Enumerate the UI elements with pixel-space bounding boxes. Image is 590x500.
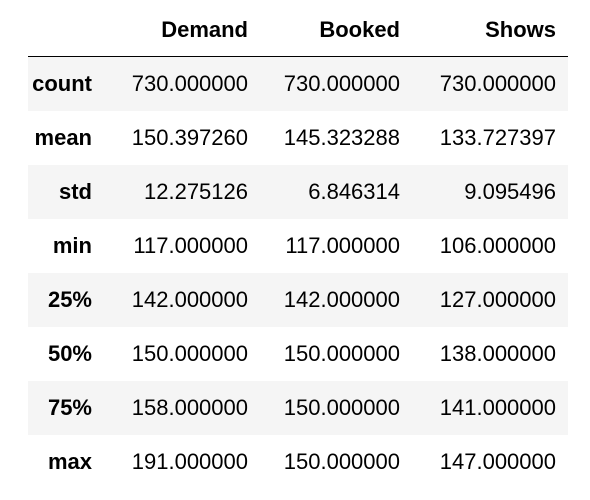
cell-shows: 141.000000 xyxy=(439,394,556,420)
table-body: count 730.000000 730.000000 730.000000 m… xyxy=(28,56,568,489)
table-row-25pct: 25% 142.000000 142.000000 127.000000 xyxy=(28,272,568,327)
table-row-mean: mean 150.397260 145.323288 133.727397 xyxy=(28,111,568,165)
cell-booked: 117.000000 xyxy=(285,232,400,258)
describe-table: Demand Booked Shows count 730.000000 730… xyxy=(28,4,568,489)
row-label: 25% xyxy=(47,286,92,312)
cell-shows: 147.000000 xyxy=(439,448,556,474)
table-row-std: std 12.275126 6.846314 9.095496 xyxy=(28,164,568,219)
cell-shows: 730.000000 xyxy=(439,70,556,96)
cell-booked: 145.323288 xyxy=(283,124,400,150)
cell-demand: 150.000000 xyxy=(131,340,248,366)
row-label: std xyxy=(59,178,92,204)
cell-shows: 138.000000 xyxy=(439,340,556,366)
cell-shows: 106.000000 xyxy=(439,232,556,258)
table-row-50pct: 50% 150.000000 150.000000 138.000000 xyxy=(28,327,568,381)
row-label: max xyxy=(47,448,92,474)
cell-booked: 150.000000 xyxy=(283,448,400,474)
table-row-max: max 191.000000 150.000000 147.000000 xyxy=(28,435,568,489)
header-demand: Demand xyxy=(112,4,260,57)
cell-demand: 730.000000 xyxy=(131,70,248,96)
cell-booked: 730.000000 xyxy=(283,70,400,96)
cell-demand: 12.275126 xyxy=(144,178,248,204)
table-row-75pct: 75% 158.000000 150.000000 141.000000 xyxy=(28,380,568,435)
table-row-count: count 730.000000 730.000000 730.000000 xyxy=(28,56,568,111)
cell-shows: 133.727397 xyxy=(439,124,556,150)
cell-shows: 9.095496 xyxy=(464,178,556,204)
row-label: count xyxy=(32,70,92,96)
table-header: Demand Booked Shows xyxy=(28,4,568,57)
cell-demand: 191.000000 xyxy=(131,448,248,474)
cell-booked: 150.000000 xyxy=(283,394,400,420)
header-booked: Booked xyxy=(260,4,412,57)
cell-booked: 6.846314 xyxy=(308,178,400,204)
row-label: 50% xyxy=(47,340,92,366)
cell-demand: 158.000000 xyxy=(131,394,248,420)
cell-demand: 150.397260 xyxy=(131,124,248,150)
row-label: mean xyxy=(34,124,92,150)
cell-demand: 117.000000 xyxy=(133,232,248,258)
table-row-min: min 117.000000 117.000000 106.000000 xyxy=(28,219,568,273)
cell-booked: 150.000000 xyxy=(283,340,400,366)
cell-booked: 142.000000 xyxy=(283,286,400,312)
describe-table-container: Demand Booked Shows count 730.000000 730… xyxy=(28,4,568,489)
cell-demand: 142.000000 xyxy=(131,286,248,312)
header-index xyxy=(28,4,112,57)
cell-shows: 127.000000 xyxy=(439,286,556,312)
row-label: min xyxy=(52,232,92,258)
row-label: 75% xyxy=(47,394,92,420)
header-row: Demand Booked Shows xyxy=(28,4,568,57)
header-shows: Shows xyxy=(412,4,568,57)
